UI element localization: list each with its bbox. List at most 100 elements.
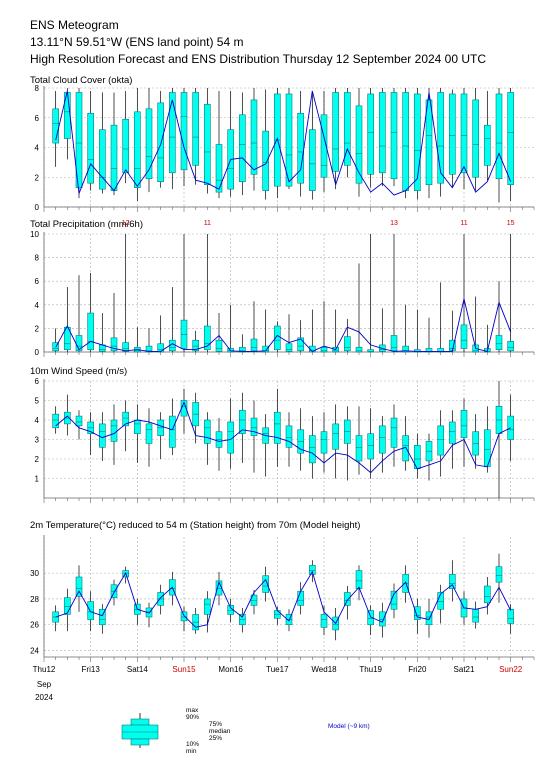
ens-box [110,92,118,196]
x-day-label: Sun22 [499,665,523,674]
iqr-box [239,114,246,183]
iqr-box [484,585,491,604]
ens-box [379,88,386,187]
iqr-box [495,566,503,583]
ens-box [484,90,491,181]
ens-box [157,412,164,459]
legend-box-upper [130,718,150,726]
iqr-box [52,413,59,429]
x-month-label: Sep [37,680,52,689]
ens-box [379,308,386,352]
ens-box [367,88,374,188]
iqr-box [379,92,386,174]
iqr-box [204,598,211,615]
clipped-max-label: 15 [507,220,515,227]
iqr-box [460,324,468,349]
iqr-box [355,570,363,589]
iqr-box [367,610,374,626]
iqr-box [460,93,468,174]
ens-box [250,301,258,352]
ens-box [472,414,479,469]
iqr-box [169,92,176,174]
legend-p90: 90% [186,714,199,721]
iqr-box [204,325,211,350]
iqr-box [239,409,246,434]
ens-box [87,90,94,191]
legend-min: min [186,748,197,755]
ens-box [437,584,444,624]
legend-median: median [209,728,231,735]
iqr-box [402,345,409,353]
iqr-box [495,93,503,180]
iqr-box [250,417,258,436]
iqr-box [285,425,293,448]
iqr-box [87,112,94,184]
iqr-box [87,312,94,350]
iqr-box [425,348,433,353]
legend-p10: 10% [186,741,199,748]
ens-box [414,433,421,479]
ens-box [215,313,223,352]
ens-box [239,607,246,633]
iqr-box [390,417,398,448]
ens-box [460,88,468,190]
iqr-box [425,611,433,626]
ens-box [87,412,94,456]
ens-box [122,400,129,452]
iqr-box [250,99,258,175]
ens-box [64,287,71,352]
ens-box [495,281,503,352]
ens-box [75,410,83,440]
iqr-box [285,93,293,187]
x-day-label: Wed18 [311,665,337,674]
y-tick-label: 2 [35,455,40,464]
ens-box [449,310,456,352]
x-day-label: Sun15 [172,665,196,674]
y-tick-label: 30 [30,569,39,578]
iqr-box [402,92,409,191]
iqr-box [285,343,293,352]
ens-box [75,88,83,199]
y-tick-label: 3 [35,436,40,445]
y-tick-label: 8 [35,254,40,263]
panel-title: Total Precipitation (mm/6h) [30,219,143,230]
panel-title: Total Cloud Cover (okta) [30,75,132,86]
x-day-label: Sat14 [127,665,148,674]
iqr-box [414,606,421,620]
y-tick-label: 0 [35,203,40,212]
iqr-box [75,415,83,427]
iqr-box [180,92,188,171]
iqr-box [320,614,328,628]
iqr-box [215,144,223,193]
iqr-box [204,104,211,185]
ens-box [274,388,281,467]
ens-box [449,410,456,469]
iqr-box [367,93,374,175]
iqr-box [309,129,316,191]
iqr-box [297,112,304,184]
iqr-box [192,92,199,166]
ens-box [192,607,199,634]
legend-max: max [186,707,199,714]
ens-box [297,320,304,352]
ens-box [64,588,71,632]
iqr-box [309,435,316,464]
iqr-box [99,129,106,190]
ens-box [507,88,514,202]
ens-box [250,400,258,473]
iqr-box [274,411,281,444]
iqr-box [484,124,491,166]
legend-hires: Model (~9 km) [328,723,370,730]
ens-box [437,88,444,197]
iqr-box [64,326,71,350]
ens-box [309,416,316,479]
ens-box [192,330,199,352]
iqr-box [449,421,456,444]
iqr-box [390,92,398,180]
iqr-box [180,611,188,622]
iqr-box [122,411,129,427]
y-tick-label: 2 [35,324,40,333]
ens-box [320,90,328,193]
ens-box [484,324,491,353]
y-tick-label: 24 [30,647,39,656]
